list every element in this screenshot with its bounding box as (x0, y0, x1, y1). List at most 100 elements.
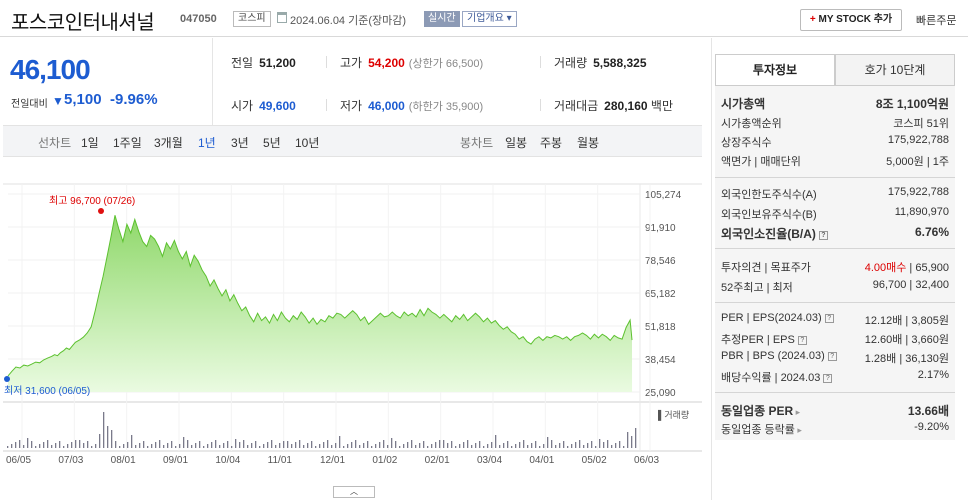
tab-weekly[interactable]: 주봉 (540, 136, 563, 150)
tab-10year[interactable]: 10년 (295, 136, 320, 150)
tab-invest-info[interactable]: 투자정보 (715, 54, 835, 86)
volume-bar (567, 446, 569, 448)
volume-bar (239, 442, 241, 448)
info-value: 코스피 51위 (893, 118, 949, 130)
volume-bar (55, 443, 57, 448)
min-label: 최저 31,600 (06/05) (4, 385, 90, 397)
volume-bar (539, 446, 541, 448)
volume-bar (631, 436, 633, 448)
divider (540, 99, 541, 111)
volume-bar (95, 444, 97, 448)
volume-bar (79, 440, 81, 448)
info-key: PER | EPS(2024.03) (721, 312, 822, 324)
volume-bar (479, 441, 481, 448)
tab-orderbook[interactable]: 호가 10단계 (835, 54, 955, 86)
volume-bar (415, 445, 417, 448)
x-tick-label: 12/01 (320, 455, 345, 466)
volume-bar (75, 440, 77, 448)
x-tick-label: 09/01 (163, 455, 188, 466)
x-tick-label: 07/03 (58, 455, 83, 466)
help-icon[interactable]: ? (823, 374, 833, 383)
volume-bar (555, 445, 557, 448)
volume-bar (143, 441, 145, 448)
info-key: 추정PER | EPS (721, 334, 795, 346)
volume-bar (515, 444, 517, 448)
y-tick-label: 91,910 (645, 223, 676, 234)
tab-candle-chart[interactable]: 봉차트 (460, 136, 494, 150)
tab-1week[interactable]: 1주일 (113, 136, 142, 150)
stat-volume-key: 거래량 (554, 56, 588, 70)
add-mystock-button[interactable]: + MY STOCK 추가 (800, 9, 902, 31)
tab-1day[interactable]: 1일 (81, 136, 99, 150)
x-tick-label: 06/05 (6, 455, 31, 466)
volume-bar (271, 440, 273, 448)
info-value: 175,922,788 (887, 134, 949, 146)
tab-3year[interactable]: 3년 (231, 136, 249, 150)
volume-bar (399, 446, 401, 448)
tab-5year[interactable]: 5년 (263, 136, 281, 150)
volume-bar (127, 442, 129, 448)
info-key-wrap: 동일업종 등락률 ▸ (721, 421, 802, 437)
tab-line-chart[interactable]: 선차트 (38, 136, 72, 150)
stat-high-key: 고가 (340, 56, 363, 70)
stat-amount-value: 280,160 (604, 99, 648, 113)
volume-bar (283, 441, 285, 448)
volume-bar (503, 443, 505, 448)
info-value: 96,700 | 32,400 (872, 279, 949, 291)
stat-volume-value: 5,588,325 (593, 56, 647, 70)
volume-bar (103, 412, 105, 448)
help-icon[interactable]: ? (824, 314, 834, 323)
stat-open-value: 49,600 (259, 99, 296, 113)
help-icon[interactable]: ? (827, 352, 837, 361)
volume-bar (367, 441, 369, 448)
volume-bar (491, 442, 493, 448)
price-chart[interactable]: 105,274 91,910 78,546 65,182 51,818 38,454 25,… (0, 158, 702, 500)
max-label: 최고 96,700 (07/26) (49, 195, 135, 207)
volume-bar (299, 440, 301, 448)
help-icon[interactable]: ? (818, 231, 828, 240)
volume-bar (383, 440, 385, 448)
volume-bar (227, 441, 229, 448)
info-key: 외국인보유주식수(B) (721, 209, 817, 221)
volume-bar (291, 444, 293, 448)
stat-amount-key: 거래대금 (554, 99, 599, 113)
volume-bar (507, 441, 509, 448)
volume-bar (447, 443, 449, 448)
volume-bar (183, 437, 185, 448)
x-tick-label: 05/02 (582, 455, 607, 466)
volume-bar (155, 442, 157, 448)
info-key-wrap: 추정PER | EPS? (721, 331, 807, 347)
volume-bar (451, 441, 453, 448)
stat-prev: 전일 51,200 (231, 54, 296, 71)
price-stats: 전일 51,200 고가 54,200 (상한가 66,500) 거래량 5,588,3… (214, 38, 702, 125)
quick-order-link[interactable]: 빠른주문 (916, 15, 957, 27)
chart-collapse-button[interactable]: ︿ (333, 486, 375, 498)
info-value: 11,890,970 (894, 206, 949, 218)
realtime-button[interactable]: 실시간 (424, 11, 460, 27)
volume-bar (147, 446, 149, 448)
down-arrow-icon: ▼ (52, 94, 64, 108)
volume-bar (295, 442, 297, 448)
y-tick-label: 78,546 (645, 256, 676, 267)
corp-info-dropdown[interactable]: 기업개요 ▾ (462, 11, 517, 27)
volume-bar (607, 440, 609, 448)
volume-bar (575, 442, 577, 448)
stat-upper-limit: (상한가 66,500) (408, 58, 484, 70)
volume-bar (511, 446, 513, 448)
tab-monthly[interactable]: 월봉 (577, 136, 600, 150)
volume-bar (279, 443, 281, 448)
volume-bar (391, 438, 393, 448)
tab-3month[interactable]: 3개월 (154, 136, 183, 150)
y-tick-label: 25,090 (645, 388, 676, 399)
info-value-wrap: 4.00매수 | 65,900 (865, 259, 949, 275)
help-icon[interactable]: ? (797, 336, 807, 345)
tab-daily[interactable]: 일봉 (505, 136, 528, 150)
market-badge: 코스피 (233, 11, 271, 27)
volume-bar (151, 444, 153, 448)
price-area (8, 215, 633, 392)
volume-bar (551, 440, 553, 448)
volume-bar (327, 440, 329, 448)
x-tick-label: 06/03 (634, 455, 659, 466)
tab-1year[interactable]: 1년 (198, 136, 216, 150)
volume-bar (111, 430, 113, 448)
